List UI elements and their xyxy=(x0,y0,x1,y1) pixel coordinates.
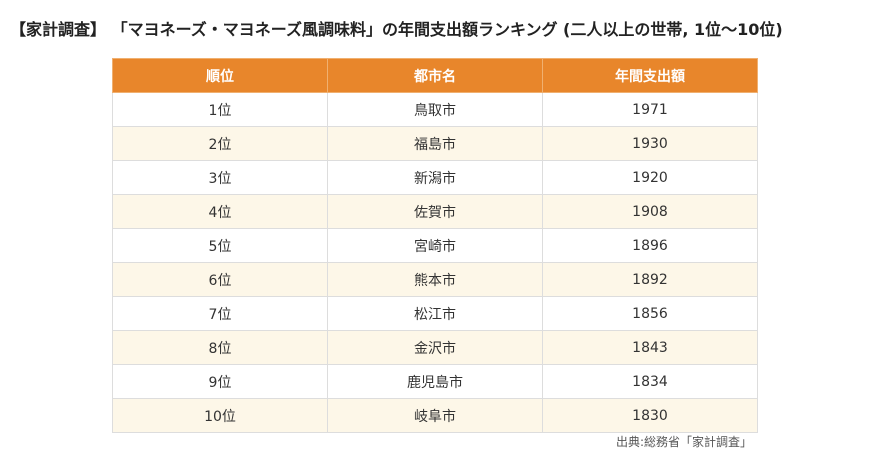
table-cell: 9位 xyxy=(112,364,328,399)
table-cell: 7位 xyxy=(112,296,328,331)
table-head: 順位 都市名 年間支出額 xyxy=(112,58,758,93)
table-row: 5位 宮崎市 1896 xyxy=(112,228,758,263)
table-row: 8位 金沢市 1843 xyxy=(112,330,758,365)
table-cell: 1830 xyxy=(542,398,758,433)
table-cell: 熊本市 xyxy=(327,262,543,297)
table-row: 3位 新潟市 1920 xyxy=(112,160,758,195)
table-cell: 1930 xyxy=(542,126,758,161)
table-cell: 福島市 xyxy=(327,126,543,161)
column-header: 順位 xyxy=(112,58,328,93)
table-cell: 2位 xyxy=(112,126,328,161)
table-row: 7位 松江市 1856 xyxy=(112,296,758,331)
table-cell: 岐阜市 xyxy=(327,398,543,433)
table-cell: 10位 xyxy=(112,398,328,433)
table-cell: 1位 xyxy=(112,92,328,127)
table-row: 10位 岐阜市 1830 xyxy=(112,398,758,433)
table-row: 6位 熊本市 1892 xyxy=(112,262,758,297)
table-cell: 1896 xyxy=(542,228,758,263)
table-row: 4位 佐賀市 1908 xyxy=(112,194,758,229)
title: 【家計調査】 「マヨネーズ・マヨネーズ風調味料」の年間支出額ランキング (二人以… xyxy=(10,20,783,39)
ranking-table: 順位 都市名 年間支出額 1位 鳥取市 1971 2位 福島市 1930 3位 新潟市 1920 4位… xyxy=(112,58,758,433)
table-cell: 1892 xyxy=(542,262,758,297)
table-row: 9位 鹿児島市 1834 xyxy=(112,364,758,399)
table-row: 1位 鳥取市 1971 xyxy=(112,92,758,127)
table-cell: 6位 xyxy=(112,262,328,297)
table-row: 2位 福島市 1930 xyxy=(112,126,758,161)
table-body: 1位 鳥取市 1971 2位 福島市 1930 3位 新潟市 1920 4位 佐賀市 1908 5位 宮崎… xyxy=(112,92,758,433)
table-cell: 5位 xyxy=(112,228,328,263)
source-note: 出典:総務省「家計調査」 xyxy=(615,435,752,449)
table-cell: 3位 xyxy=(112,160,328,195)
column-header: 年間支出額 xyxy=(542,58,758,93)
table-cell: 1856 xyxy=(542,296,758,331)
table-cell: 金沢市 xyxy=(327,330,543,365)
table-cell: 鳥取市 xyxy=(327,92,543,127)
table-cell: 新潟市 xyxy=(327,160,543,195)
table-cell: 1908 xyxy=(542,194,758,229)
table-cell: 4位 xyxy=(112,194,328,229)
table-cell: 佐賀市 xyxy=(327,194,543,229)
table-cell: 松江市 xyxy=(327,296,543,331)
table-cell: 1834 xyxy=(542,364,758,399)
column-header: 都市名 xyxy=(327,58,543,93)
table-cell: 1843 xyxy=(542,330,758,365)
table-cell: 鹿児島市 xyxy=(327,364,543,399)
table-cell: 1971 xyxy=(542,92,758,127)
table-cell: 1920 xyxy=(542,160,758,195)
header-row: 順位 都市名 年間支出額 xyxy=(112,58,758,93)
table-cell: 8位 xyxy=(112,330,328,365)
table-cell: 宮崎市 xyxy=(327,228,543,263)
